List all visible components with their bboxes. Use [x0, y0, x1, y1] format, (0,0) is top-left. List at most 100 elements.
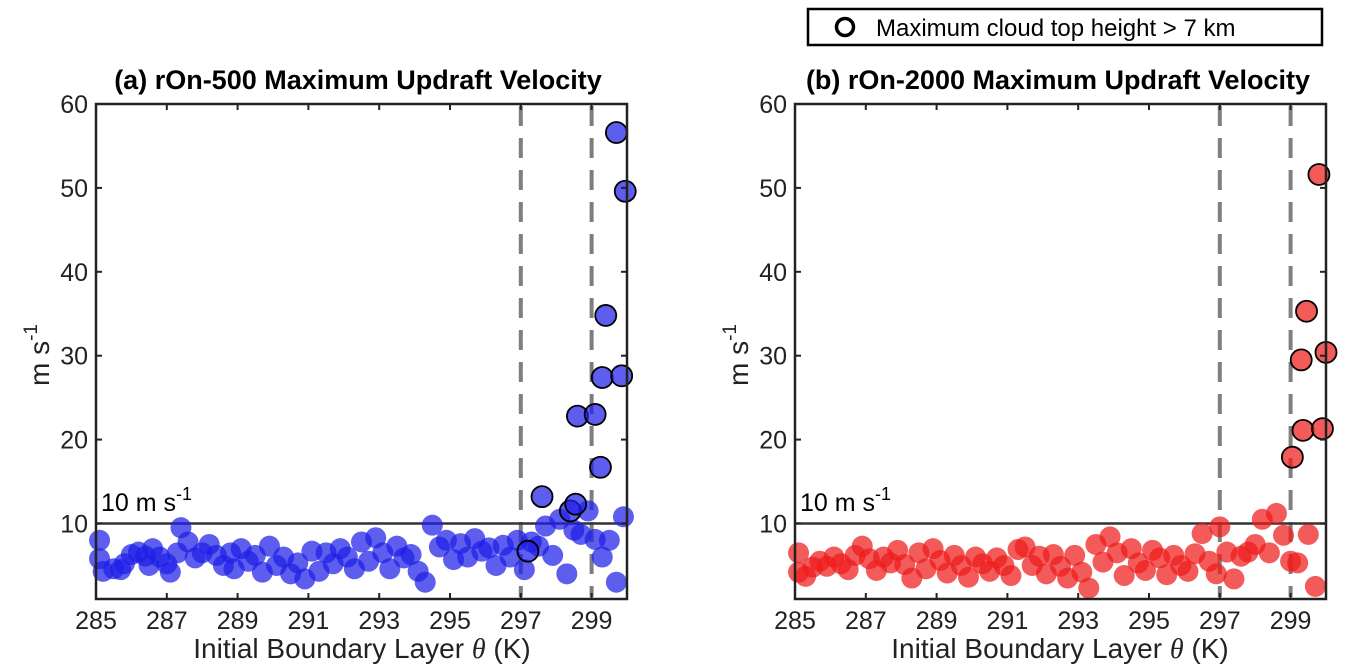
legend: Maximum cloud top height > 7 km [806, 7, 1324, 47]
panel-b-point-41 [1071, 561, 1093, 583]
panel-b-title: (b) rOn-2000 Maximum Updraft Velocity [806, 65, 1310, 95]
panel-b-point-56 [1177, 560, 1199, 582]
panel-b-point-68 [1258, 542, 1280, 564]
panel-b-point-73 [1297, 523, 1319, 545]
panel-b-highlight-point-5 [1307, 163, 1331, 186]
panel-b-point-25 [957, 566, 979, 588]
panel-b-point-0 [788, 542, 810, 564]
panel-b-y-tick-label-50: 50 [759, 175, 787, 203]
panel-a-highlight-point-9 [604, 121, 628, 144]
panel-a-point-75 [591, 546, 613, 568]
panel-b-plot: 285 287 289 291 293 295 297 299 10 20 30 40 50 60 [759, 91, 1338, 635]
panel-b-point-74 [1304, 575, 1326, 597]
panel-a-point-62 [499, 546, 521, 568]
panel-a-highlight-point-3 [564, 492, 588, 516]
panel-b-point-50 [1134, 559, 1156, 581]
panel-a-point-77 [605, 571, 627, 593]
panel-a-y-tick-label-10: 10 [60, 510, 88, 538]
panel-a-y-tick-label-30: 30 [60, 343, 88, 371]
panel-b-x-tick-label-293: 293 [1057, 607, 1099, 635]
panel-a-x-tick-label-289: 289 [217, 607, 259, 635]
panel-b-x-axis-label: Initial Boundary Layer θ (K) [891, 633, 1228, 665]
panel-a-y-axis-label: m s-1 [21, 324, 55, 386]
panel-b-point-60 [1205, 563, 1227, 585]
panel-a-point-0 [89, 529, 111, 551]
panel-b-point-58 [1191, 523, 1213, 545]
panel-b: (b) rOn-2000 Maximum Updraft Velocity 28… [720, 65, 1338, 665]
panel-b-point-70 [1273, 524, 1295, 546]
panel-b-x-tick-label-299: 299 [1270, 607, 1312, 635]
panel-a-highlight-point-11 [613, 179, 637, 203]
panel-a-point-16 [177, 531, 199, 553]
panel-b-y-tick-label-40: 40 [759, 259, 787, 287]
panel-b-point-31 [1000, 565, 1022, 587]
panel-a-point-68 [542, 544, 564, 566]
panel-b-point-40 [1064, 544, 1086, 566]
panel-a-y-tick-label-40: 40 [60, 259, 88, 287]
panel-b-highlight-point-4 [1311, 417, 1334, 441]
panel-a-point-13 [159, 561, 181, 583]
panel-a: (a) rOn-500 Maximum Updraft Velocity 285… [21, 65, 637, 665]
panel-a-point-50 [414, 571, 436, 593]
panel-a-highlight-point-8 [594, 304, 618, 327]
panel-b-point-69 [1265, 502, 1287, 524]
panel-a-point-78 [612, 506, 634, 528]
panel-b-plot-area [795, 104, 1326, 599]
panel-a-point-32 [287, 552, 309, 574]
panel-a-highlight-point-0 [516, 539, 540, 563]
panel-a-point-48 [400, 544, 422, 566]
panel-a-y-tick-label-50: 50 [60, 175, 88, 203]
panel-a-y-tick-label-60: 60 [60, 91, 88, 119]
panel-b-x-tick-label-289: 289 [916, 607, 958, 635]
panel-a-x-tick-label-287: 287 [146, 607, 188, 635]
legend-marker-icon [834, 16, 856, 38]
panel-a-threshold-label: 10 m s-1 [101, 484, 192, 517]
panel-b-highlight-point-1 [1289, 348, 1313, 372]
panel-a-y-tick-label-20: 20 [60, 427, 88, 455]
panel-a-x-tick-label-285: 285 [75, 607, 117, 635]
panel-a-x-tick-label-295: 295 [429, 607, 471, 635]
panel-a-highlight-point-1 [530, 485, 554, 509]
panel-b-y-axis-label: m s-1 [720, 324, 754, 386]
panel-b-highlight-point-2 [1291, 418, 1315, 442]
panel-b-x-tick-label-295: 295 [1128, 607, 1170, 635]
panel-a-point-76 [598, 529, 620, 551]
panel-b-x-tick-label-285: 285 [774, 607, 816, 635]
panel-b-y-tick-label-60: 60 [759, 91, 787, 119]
panel-a-highlight-point-6 [589, 455, 612, 479]
panel-b-highlight-point-0 [1280, 445, 1304, 469]
panel-b-point-63 [1223, 568, 1245, 590]
panel-a-axes-frame [94, 102, 629, 601]
panel-a-plot-area [96, 104, 627, 599]
legend-label: Maximum cloud top height > 7 km [876, 15, 1236, 42]
panel-a-x-axis-label: Initial Boundary Layer θ (K) [193, 633, 530, 665]
panel-a-highlight-point-5 [583, 403, 607, 426]
panel-b-x-tick-label-287: 287 [845, 607, 887, 635]
panel-b-y-tick-label-30: 30 [759, 343, 787, 371]
panel-a-plot: 285 287 289 291 293 295 297 299 10 20 30 40 50 60 [60, 91, 637, 635]
panel-a-title: (a) rOn-500 Maximum Updraft Velocity [114, 65, 602, 95]
panel-b-y-tick-label-20: 20 [759, 427, 787, 455]
panel-a-point-28 [258, 535, 280, 557]
panel-b-x-tick-label-297: 297 [1199, 607, 1241, 635]
panel-a-x-tick-label-299: 299 [571, 607, 613, 635]
panel-a-highlight-point-7 [590, 366, 614, 389]
panel-a-x-tick-label-293: 293 [358, 607, 400, 635]
panel-b-highlight-point-3 [1295, 299, 1318, 323]
panel-b-y-tick-label-10: 10 [759, 510, 787, 538]
panel-b-point-45 [1099, 526, 1121, 548]
panel-b-x-tick-label-291: 291 [987, 607, 1029, 635]
panel-a-point-51 [421, 514, 443, 536]
panel-b-threshold-label: 10 m s-1 [800, 484, 891, 517]
panel-a-point-64 [513, 559, 535, 581]
panel-b-axes-frame [793, 102, 1328, 601]
legend-box [806, 7, 1324, 47]
panel-b-point-42 [1078, 577, 1100, 599]
panel-a-point-70 [556, 563, 578, 585]
panel-a-highlight-point-10 [610, 364, 634, 388]
panel-a-x-tick-label-297: 297 [500, 607, 542, 635]
panel-b-point-61 [1209, 516, 1231, 538]
panel-b-point-47 [1113, 565, 1135, 587]
panel-a-point-45 [379, 558, 401, 580]
